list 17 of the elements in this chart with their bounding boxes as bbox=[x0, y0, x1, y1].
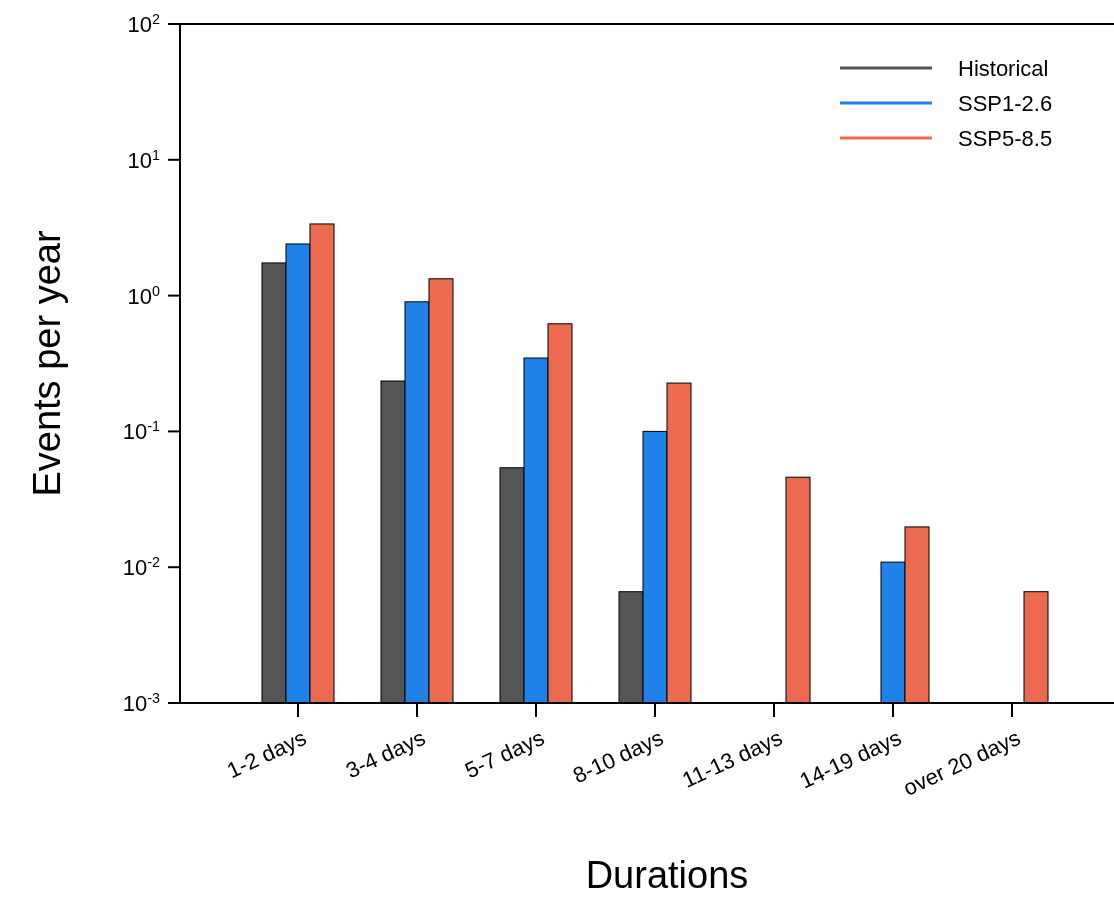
y-tick-label: 10$^{-2}$ bbox=[122, 554, 161, 581]
x-tick-label: 3-4 days bbox=[342, 724, 430, 784]
y-tick-label: 10$^{0}$ bbox=[127, 282, 161, 309]
x-tick-label: 1-2 days bbox=[223, 724, 311, 784]
x-axis-title: Durations bbox=[585, 854, 749, 896]
legend-label: Historical bbox=[958, 56, 1049, 81]
x-tick-label: 5-7 days bbox=[461, 724, 549, 784]
y-tick-label: 10$^{-3}$ bbox=[122, 690, 161, 716]
x-tick-label: 8-10 days bbox=[568, 724, 668, 789]
y-tick-label: 10$^{1}$ bbox=[127, 146, 161, 173]
y-tick-label: 10$^{2}$ bbox=[127, 11, 161, 37]
legend-label: SSP1-2.6 bbox=[958, 91, 1053, 116]
y-axis-title: Events per year bbox=[26, 230, 68, 497]
legend-label: SSP5-8.5 bbox=[958, 126, 1053, 151]
x-tick-label: 11-13 days bbox=[678, 724, 787, 793]
y-tick-label: 10$^{-1}$ bbox=[122, 418, 161, 445]
x-tick-label: 14-19 days bbox=[795, 724, 906, 794]
